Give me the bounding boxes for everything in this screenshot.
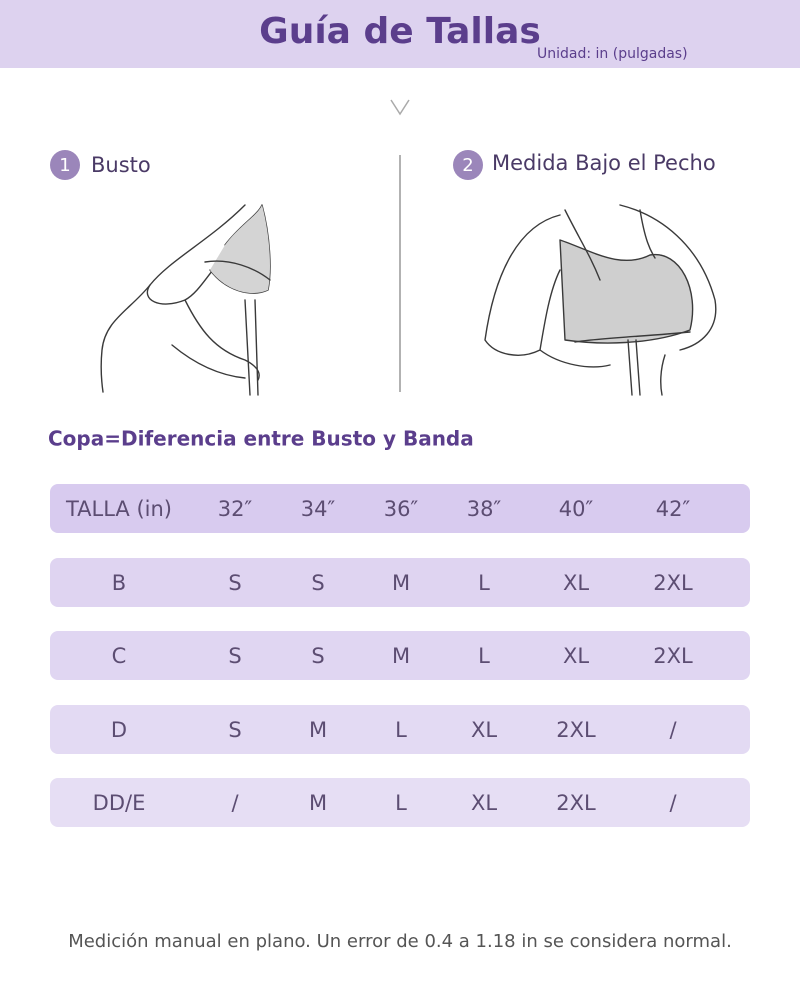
cell: XL <box>563 644 589 668</box>
step-label: Medida Bajo el Pecho <box>492 151 716 175</box>
table-row: DD/E / M L XL 2XL / <box>50 778 750 827</box>
cell: D <box>111 718 127 742</box>
underbust-illustration <box>484 204 717 396</box>
cell: M <box>309 791 327 815</box>
cell: C <box>112 644 127 668</box>
size-table: TALLA (in) 32″ 34″ 36″ 38″ 40″ 42″ B S S M L XL 2XL C S… <box>50 484 750 827</box>
cell: S <box>311 644 324 668</box>
step-badge <box>50 150 80 180</box>
cell: XL <box>563 571 589 595</box>
cell: S <box>228 571 241 595</box>
cell: L <box>395 791 407 815</box>
step-badge <box>453 150 483 180</box>
row-background <box>50 484 750 533</box>
title: Guía de Tallas <box>259 11 541 52</box>
cell: 34″ <box>301 497 336 521</box>
cell: M <box>309 718 327 742</box>
cell: 36″ <box>384 497 419 521</box>
row-background <box>50 631 750 680</box>
header-band <box>0 0 800 68</box>
footer-note: Medición manual en plano. Un error de 0.… <box>68 931 732 952</box>
cell: S <box>228 644 241 668</box>
cell: XL <box>471 718 497 742</box>
cell: L <box>395 718 407 742</box>
cell: M <box>392 571 410 595</box>
cell: 2XL <box>556 718 596 742</box>
cell: 42″ <box>656 497 691 521</box>
cell: / <box>669 718 677 742</box>
cell: 32″ <box>218 497 253 521</box>
step-label: Busto <box>91 153 151 177</box>
row-background <box>50 705 750 754</box>
unit: Unidad: in (pulgadas) <box>537 46 688 62</box>
cell: S <box>311 571 324 595</box>
chevron <box>390 99 410 116</box>
table-row: C S S M L XL 2XL <box>50 631 750 680</box>
cell: 2XL <box>653 644 693 668</box>
table-row: B S S M L XL 2XL <box>50 558 750 607</box>
table-row: D S M L XL 2XL / <box>50 705 750 754</box>
cell: XL <box>471 791 497 815</box>
cell: DD/E <box>93 791 146 815</box>
cell: / <box>231 791 239 815</box>
step-number: 1 <box>59 155 70 176</box>
cell: L <box>478 644 490 668</box>
cell: 2XL <box>653 571 693 595</box>
cell: M <box>392 644 410 668</box>
cell: 2XL <box>556 791 596 815</box>
cell: 38″ <box>467 497 502 521</box>
cell: L <box>478 571 490 595</box>
bust-illustration <box>100 204 271 396</box>
cell: 40″ <box>559 497 594 521</box>
header-row: TALLA (in) 32″ 34″ 36″ 38″ 40″ 42″ <box>50 484 750 533</box>
subtitle: Copa=Diferencia entre Busto y Banda <box>48 427 474 451</box>
cell: B <box>112 571 126 595</box>
cell: / <box>669 791 677 815</box>
cell: TALLA (in) <box>65 497 172 521</box>
row-background <box>50 558 750 607</box>
step-number: 2 <box>462 155 473 176</box>
row-background <box>50 778 750 827</box>
cell: S <box>228 718 241 742</box>
